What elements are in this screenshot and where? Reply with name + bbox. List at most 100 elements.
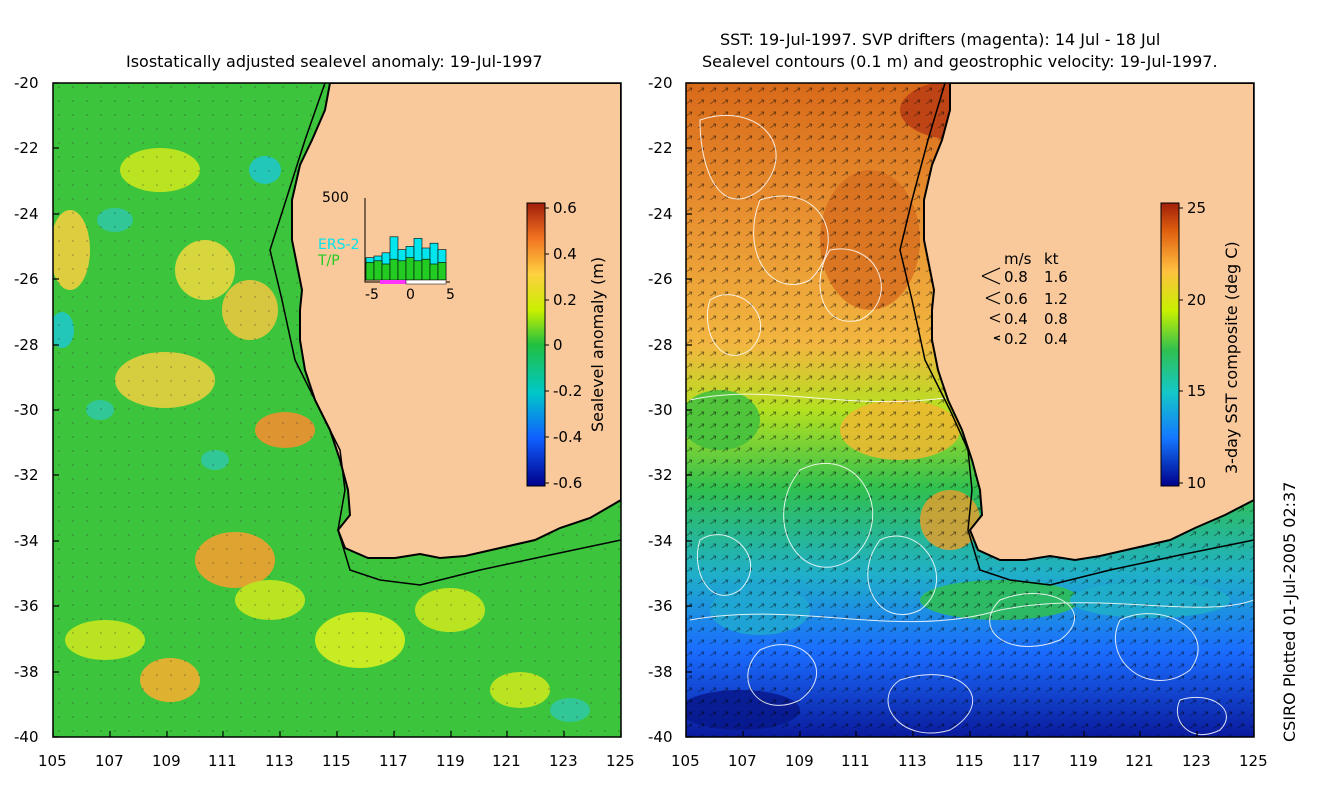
left-lon-tick-6: 117 <box>379 752 408 770</box>
right-map-title-line1: SST: 19-Jul-1997. SVP drifters (magenta)… <box>720 30 1161 49</box>
right-lon-tick-1: 107 <box>728 752 757 770</box>
velocity-key-ms-1: 0.6 <box>1004 290 1028 308</box>
left-tick-marks <box>52 82 622 738</box>
left-lat-tick-10: -40 <box>14 728 39 746</box>
right-lat-tick-3: -26 <box>648 270 673 288</box>
right-lat-tick-9: -38 <box>648 663 673 681</box>
right-lon-tick-4: 113 <box>898 752 927 770</box>
right-map-title-line2: Sealevel contours (0.1 m) and geostrophi… <box>702 52 1218 71</box>
right-lon-tick-7: 119 <box>1069 752 1098 770</box>
right-lon-tick-8: 121 <box>1125 752 1154 770</box>
sealevel-contours <box>689 114 1254 736</box>
left-lat-tick-0: -20 <box>14 74 39 92</box>
inset-xtick-2: 5 <box>446 287 455 303</box>
sla-cbar-tick-4: -0.2 <box>553 382 583 400</box>
right-lat-tick-4: -28 <box>648 336 673 354</box>
left-lat-tick-1: -22 <box>14 139 39 157</box>
left-lon-tick-10: 125 <box>606 752 635 770</box>
inset-tp-bar <box>373 260 383 281</box>
left-map-title: Isostatically adjusted sealevel anomaly:… <box>126 52 543 71</box>
left-lon-tick-8: 121 <box>492 752 521 770</box>
inset-tp-bar <box>405 257 415 281</box>
velocity-key-kt-1: 1.2 <box>1044 290 1068 308</box>
velocity-key-header-kt: kt <box>1044 250 1059 268</box>
shelf-contour-left <box>269 83 621 586</box>
left-lon-tick-7: 119 <box>436 752 465 770</box>
right-lat-tick-1: -22 <box>648 139 673 157</box>
inset-tp-bar <box>397 260 407 281</box>
sst-cbar-tick-1: 20 <box>1187 291 1207 309</box>
right-lat-tick-6: -32 <box>648 466 673 484</box>
velocity-key-arrows <box>981 267 1001 341</box>
velocity-key-ms-2: 0.4 <box>1004 310 1028 328</box>
velocity-key-ms-3: 0.2 <box>1004 330 1028 348</box>
left-lat-tick-5: -30 <box>14 401 39 419</box>
inset-tp-bar <box>365 262 375 281</box>
sst-cbar-tick-3: 10 <box>1187 474 1207 492</box>
sla-cbar-tick-5: -0.4 <box>553 428 583 446</box>
left-lat-tick-6: -32 <box>14 466 39 484</box>
sst-colorbar-label: 3-day SST composite (deg C) <box>1222 241 1241 474</box>
inset-ymax-label: 500 <box>322 190 349 206</box>
inset-tp-bar <box>381 263 391 281</box>
right-lon-tick-0: 105 <box>671 752 700 770</box>
left-lon-tick-3: 111 <box>208 752 237 770</box>
velocity-key-header-ms: m/s <box>1004 250 1032 268</box>
sla-cbar-tick-0: 0.6 <box>553 199 577 217</box>
velocity-key-kt-3: 0.4 <box>1044 330 1068 348</box>
right-lat-tick-5: -30 <box>648 401 673 419</box>
left-lon-tick-4: 113 <box>265 752 294 770</box>
csiro-credit: CSIRO Plotted 01-Jul-2005 02:37 <box>1280 481 1299 742</box>
sst-cbar-tick-0: 25 <box>1187 199 1207 217</box>
sst-colorbar <box>1160 202 1180 487</box>
velocity-key-kt-0: 1.6 <box>1044 268 1068 286</box>
right-lon-tick-5: 115 <box>955 752 984 770</box>
velocity-key-kt-2: 0.8 <box>1044 310 1068 328</box>
inset-tp-bar <box>389 258 399 281</box>
right-lon-tick-6: 117 <box>1012 752 1041 770</box>
left-lat-tick-3: -26 <box>14 270 39 288</box>
inset-tp-bar <box>437 262 447 281</box>
right-lon-tick-2: 109 <box>785 752 814 770</box>
right-lat-tick-8: -36 <box>648 597 673 615</box>
sla-cbar-tick-2: 0.2 <box>553 291 577 309</box>
sla-cbar-tick-1: 0.4 <box>553 245 577 263</box>
right-lat-tick-0: -20 <box>648 74 673 92</box>
right-lon-tick-9: 123 <box>1182 752 1211 770</box>
sealevel-anomaly-map <box>53 83 621 737</box>
left-lon-tick-9: 123 <box>549 752 578 770</box>
left-lon-tick-5: 115 <box>322 752 351 770</box>
left-lat-tick-9: -38 <box>14 663 39 681</box>
sst-cbar-tick-2: 15 <box>1187 382 1207 400</box>
left-lon-tick-0: 105 <box>38 752 67 770</box>
left-lat-tick-7: -34 <box>14 532 39 550</box>
right-tick-marks <box>685 82 1255 738</box>
inset-ers2-label: ERS-2 <box>318 237 360 253</box>
left-lat-tick-4: -28 <box>14 336 39 354</box>
inset-tp-label: T/P <box>318 253 340 269</box>
sla-cbar-tick-6: -0.6 <box>553 474 583 492</box>
sla-colorbar-label: Sealevel anomaly (m) <box>588 256 607 432</box>
inset-tp-bar <box>413 260 423 281</box>
inset-xtick-1: 0 <box>406 287 415 303</box>
sla-cbar-tick-3: 0 <box>553 336 563 354</box>
altimeter-coverage-inset <box>364 198 450 285</box>
inset-drifter-window <box>380 280 406 284</box>
left-lat-tick-8: -36 <box>14 597 39 615</box>
shelf-contour-right <box>899 83 1254 586</box>
left-lon-tick-2: 109 <box>152 752 181 770</box>
inset-tp-bar <box>421 258 431 281</box>
velocity-key-ms-0: 0.8 <box>1004 268 1028 286</box>
right-lat-tick-7: -34 <box>648 532 673 550</box>
right-lat-tick-2: -24 <box>648 205 673 223</box>
left-lat-tick-2: -24 <box>14 205 39 223</box>
sst-map <box>686 83 1254 737</box>
inset-xtick-0: -5 <box>365 287 379 303</box>
right-lon-tick-3: 111 <box>841 752 870 770</box>
inset-tp-bar <box>429 263 439 281</box>
right-lon-tick-10: 125 <box>1239 752 1268 770</box>
sealevel-colorbar <box>526 202 546 487</box>
left-lon-tick-1: 107 <box>95 752 124 770</box>
right-lat-tick-10: -40 <box>648 728 673 746</box>
